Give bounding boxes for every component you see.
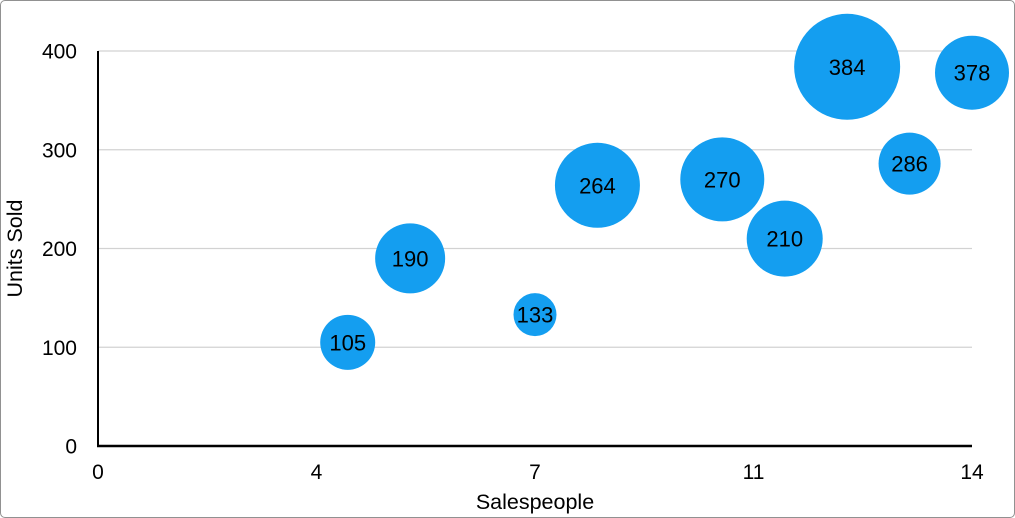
bubble-label: 270: [704, 167, 741, 192]
y-tick-label-100: 100: [42, 337, 77, 360]
y-tick-label-200: 200: [42, 238, 77, 261]
bubble-label: 210: [766, 227, 803, 252]
bubble-circle[interactable]: [554, 142, 640, 228]
y-tick-label-0: 0: [65, 436, 77, 459]
bubble-label: 190: [392, 246, 429, 271]
x-tick-label-4: 4: [311, 461, 323, 484]
bubble-circle[interactable]: [794, 13, 901, 120]
bubble-270[interactable]: 270: [680, 137, 765, 222]
bubble-label: 286: [891, 152, 928, 177]
bubble-133[interactable]: 133: [513, 293, 557, 337]
bubble-circle[interactable]: [375, 223, 446, 294]
bubble-circle[interactable]: [680, 137, 765, 222]
bubble-circle[interactable]: [878, 132, 941, 195]
bubble-378[interactable]: 378: [935, 35, 1009, 110]
bubble-label: 133: [517, 303, 554, 328]
bubble-190[interactable]: 190: [375, 223, 446, 294]
bubble-264[interactable]: 264: [554, 142, 640, 228]
bubble-384[interactable]: 384: [794, 13, 901, 120]
y-axis-title: Units Sold: [3, 200, 27, 298]
bubble-label: 384: [829, 55, 866, 80]
bubble-label: 378: [954, 61, 991, 86]
x-tick-label-14: 14: [960, 461, 984, 484]
bubble-210[interactable]: 210: [746, 200, 823, 277]
bubble-circle[interactable]: [320, 314, 376, 370]
bubble-105[interactable]: 105: [320, 314, 376, 370]
bubble-286[interactable]: 286: [878, 132, 941, 195]
y-tick-label-400: 400: [42, 41, 77, 64]
bubble-label: 264: [579, 173, 616, 198]
bubble-circle[interactable]: [746, 200, 823, 277]
bubble-circle[interactable]: [935, 35, 1009, 110]
y-tick-label-300: 300: [42, 139, 77, 162]
bubble-label: 105: [329, 330, 366, 355]
x-tick-label-7: 7: [529, 461, 541, 484]
x-axis-title: Salespeople: [476, 490, 594, 514]
x-tick-label-11: 11: [743, 461, 765, 484]
x-tick-label-0: 0: [92, 461, 104, 484]
bubble-circle[interactable]: [513, 293, 557, 337]
